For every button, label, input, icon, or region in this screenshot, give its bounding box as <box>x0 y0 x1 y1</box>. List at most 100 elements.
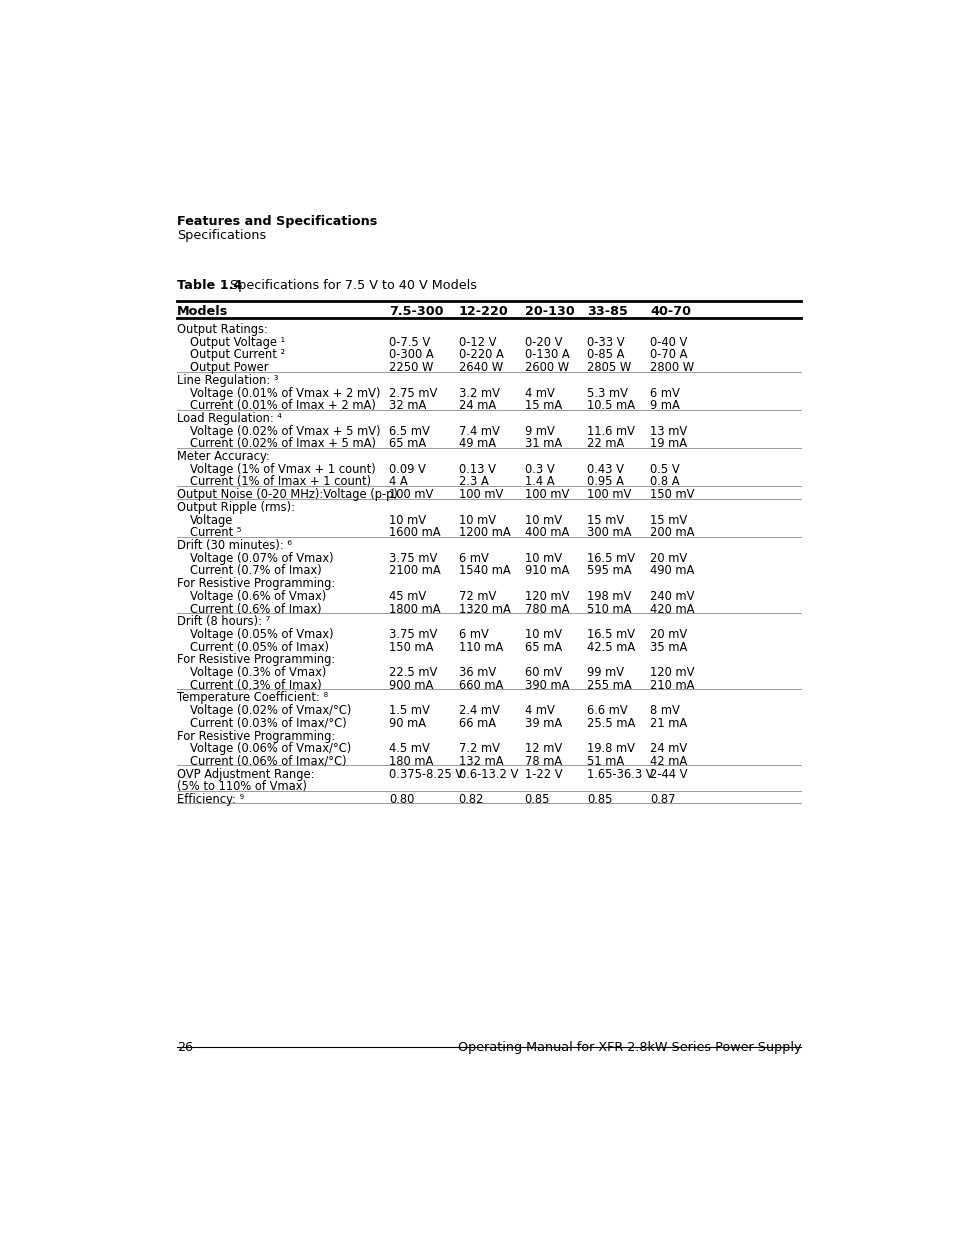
Text: Current (0.02% of Imax + 5 mA): Current (0.02% of Imax + 5 mA) <box>190 437 375 451</box>
Text: 0.85: 0.85 <box>524 793 550 806</box>
Text: 22.5 mV: 22.5 mV <box>389 666 436 679</box>
Text: 1800 mA: 1800 mA <box>389 603 440 615</box>
Text: 255 mA: 255 mA <box>587 679 632 692</box>
Text: 20 mV: 20 mV <box>649 627 687 641</box>
Text: 60 mV: 60 mV <box>524 666 561 679</box>
Text: 0.43 V: 0.43 V <box>587 463 623 475</box>
Text: 6 mV: 6 mV <box>458 627 488 641</box>
Text: 10 mV: 10 mV <box>524 514 561 526</box>
Text: Voltage: Voltage <box>190 514 233 526</box>
Text: 150 mV: 150 mV <box>649 488 694 501</box>
Text: Voltage (0.02% of Vmax/°C): Voltage (0.02% of Vmax/°C) <box>190 704 351 718</box>
Text: 7.5-300: 7.5-300 <box>389 305 443 317</box>
Text: 5.3 mV: 5.3 mV <box>587 387 628 399</box>
Text: 400 mA: 400 mA <box>524 526 568 540</box>
Text: 10 mV: 10 mV <box>524 627 561 641</box>
Text: 99 mV: 99 mV <box>587 666 624 679</box>
Text: 0.13 V: 0.13 V <box>458 463 496 475</box>
Text: Voltage (0.3% of Vmax): Voltage (0.3% of Vmax) <box>190 666 326 679</box>
Text: 660 mA: 660 mA <box>458 679 502 692</box>
Text: 11.6 mV: 11.6 mV <box>587 425 635 437</box>
Text: Current ⁵: Current ⁵ <box>190 526 241 540</box>
Text: 15 mV: 15 mV <box>587 514 624 526</box>
Text: 12-220: 12-220 <box>458 305 508 317</box>
Text: 120 mV: 120 mV <box>649 666 694 679</box>
Text: 1-22 V: 1-22 V <box>524 768 561 781</box>
Text: 10 mV: 10 mV <box>458 514 496 526</box>
Text: 120 mV: 120 mV <box>524 590 569 603</box>
Text: 21 mA: 21 mA <box>649 716 687 730</box>
Text: 42.5 mA: 42.5 mA <box>587 641 635 653</box>
Text: 16.5 mV: 16.5 mV <box>587 627 635 641</box>
Text: Voltage (0.05% of Vmax): Voltage (0.05% of Vmax) <box>190 627 333 641</box>
Text: 32 mA: 32 mA <box>389 399 426 412</box>
Text: 0.8 A: 0.8 A <box>649 475 679 489</box>
Text: 150 mA: 150 mA <box>389 641 433 653</box>
Text: 110 mA: 110 mA <box>458 641 502 653</box>
Text: Meter Accuracy:: Meter Accuracy: <box>177 450 270 463</box>
Text: Voltage (0.06% of Vmax/°C): Voltage (0.06% of Vmax/°C) <box>190 742 351 756</box>
Text: 0.6-13.2 V: 0.6-13.2 V <box>458 768 517 781</box>
Text: 22 mA: 22 mA <box>587 437 624 451</box>
Text: 2-44 V: 2-44 V <box>649 768 687 781</box>
Text: 15 mV: 15 mV <box>649 514 687 526</box>
Text: 900 mA: 900 mA <box>389 679 433 692</box>
Text: 1.4 A: 1.4 A <box>524 475 554 489</box>
Text: 0.85: 0.85 <box>587 793 612 806</box>
Text: 300 mA: 300 mA <box>587 526 631 540</box>
Text: Output Voltage ¹: Output Voltage ¹ <box>190 336 285 348</box>
Text: Efficiency: ⁹: Efficiency: ⁹ <box>177 793 244 806</box>
Text: Drift (30 minutes): ⁶: Drift (30 minutes): ⁶ <box>177 538 292 552</box>
Text: Voltage (0.02% of Vmax + 5 mV): Voltage (0.02% of Vmax + 5 mV) <box>190 425 380 437</box>
Text: 0-85 A: 0-85 A <box>587 348 624 362</box>
Text: Current (0.06% of Imax/°C): Current (0.06% of Imax/°C) <box>190 755 346 768</box>
Text: 19.8 mV: 19.8 mV <box>587 742 635 756</box>
Text: 180 mA: 180 mA <box>389 755 433 768</box>
Text: 31 mA: 31 mA <box>524 437 561 451</box>
Text: 510 mA: 510 mA <box>587 603 631 615</box>
Text: 780 mA: 780 mA <box>524 603 569 615</box>
Text: 13 mV: 13 mV <box>649 425 687 437</box>
Text: 2600 W: 2600 W <box>524 361 568 374</box>
Text: 390 mA: 390 mA <box>524 679 569 692</box>
Text: Current (0.6% of Imax): Current (0.6% of Imax) <box>190 603 321 615</box>
Text: Output Ratings:: Output Ratings: <box>177 324 268 336</box>
Text: 20-130: 20-130 <box>524 305 574 317</box>
Text: 2640 W: 2640 W <box>458 361 502 374</box>
Text: Current (0.3% of Imax): Current (0.3% of Imax) <box>190 679 321 692</box>
Text: 7.2 mV: 7.2 mV <box>458 742 499 756</box>
Text: 100 mV: 100 mV <box>587 488 631 501</box>
Text: 0-300 A: 0-300 A <box>389 348 434 362</box>
Text: Load Regulation: ⁴: Load Regulation: ⁴ <box>177 412 282 425</box>
Text: 210 mA: 210 mA <box>649 679 694 692</box>
Text: Current (0.01% of Imax + 2 mA): Current (0.01% of Imax + 2 mA) <box>190 399 375 412</box>
Text: 20 mV: 20 mV <box>649 552 687 564</box>
Text: 0.82: 0.82 <box>458 793 484 806</box>
Text: Models: Models <box>177 305 229 317</box>
Text: 595 mA: 595 mA <box>587 564 631 578</box>
Text: 100 mV: 100 mV <box>458 488 502 501</box>
Text: 65 mA: 65 mA <box>524 641 561 653</box>
Text: 1.65-36.3 V: 1.65-36.3 V <box>587 768 654 781</box>
Text: 0.5 V: 0.5 V <box>649 463 679 475</box>
Text: Voltage (1% of Vmax + 1 count): Voltage (1% of Vmax + 1 count) <box>190 463 375 475</box>
Text: 1600 mA: 1600 mA <box>389 526 440 540</box>
Text: 0.09 V: 0.09 V <box>389 463 425 475</box>
Text: For Resistive Programming:: For Resistive Programming: <box>177 577 335 590</box>
Text: 25.5 mA: 25.5 mA <box>587 716 635 730</box>
Text: 33-85: 33-85 <box>587 305 628 317</box>
Text: 10.5 mA: 10.5 mA <box>587 399 635 412</box>
Text: 0.87: 0.87 <box>649 793 675 806</box>
Text: 6 mV: 6 mV <box>458 552 488 564</box>
Text: 0-40 V: 0-40 V <box>649 336 687 348</box>
Text: Output Ripple (rms):: Output Ripple (rms): <box>177 501 295 514</box>
Text: 0.80: 0.80 <box>389 793 414 806</box>
Text: 0-33 V: 0-33 V <box>587 336 624 348</box>
Text: 49 mA: 49 mA <box>458 437 496 451</box>
Text: 0.3 V: 0.3 V <box>524 463 554 475</box>
Text: 24 mV: 24 mV <box>649 742 687 756</box>
Text: 51 mA: 51 mA <box>587 755 624 768</box>
Text: 2250 W: 2250 W <box>389 361 433 374</box>
Text: 100 mV: 100 mV <box>389 488 433 501</box>
Text: Output Power: Output Power <box>190 361 268 374</box>
